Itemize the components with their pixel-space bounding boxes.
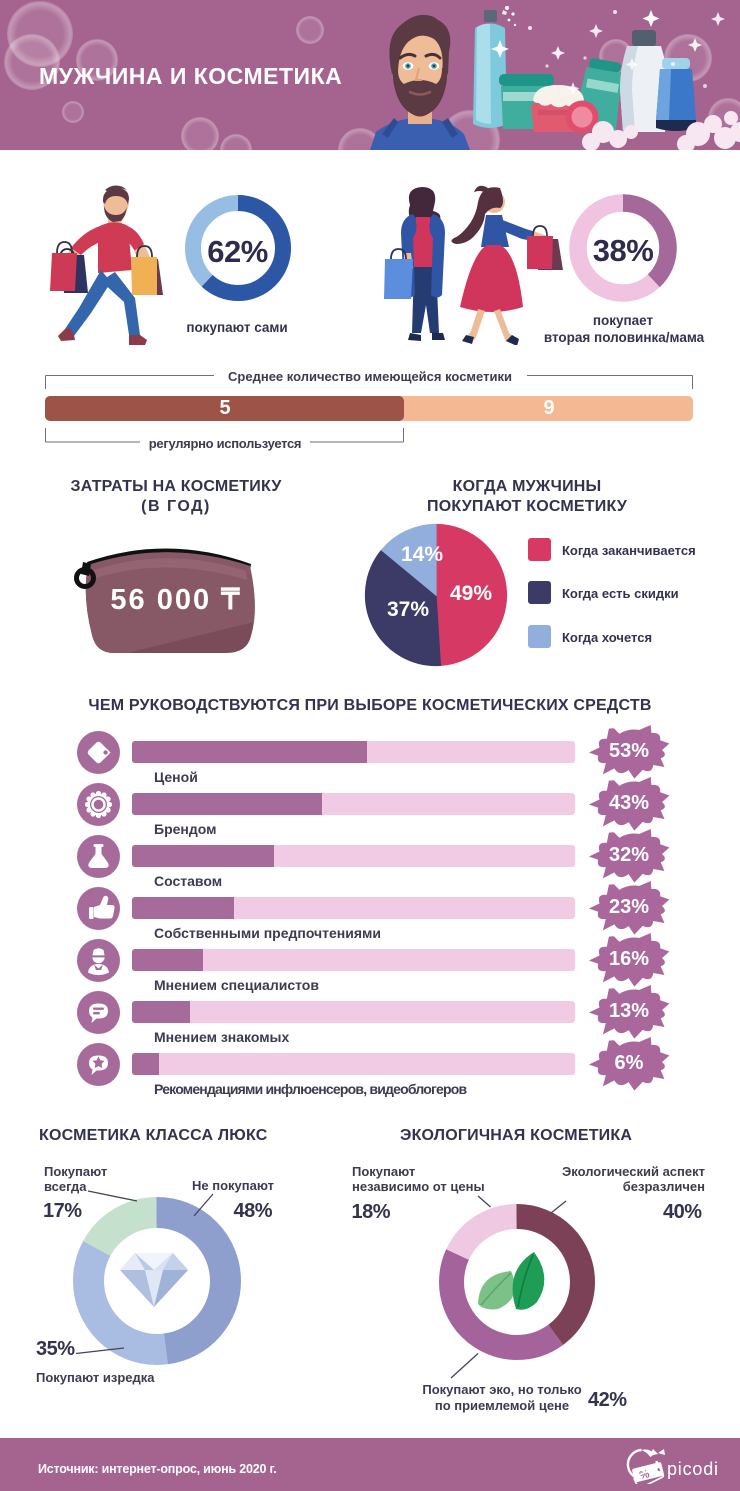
svg-text:picodi: picodi <box>667 1459 719 1479</box>
